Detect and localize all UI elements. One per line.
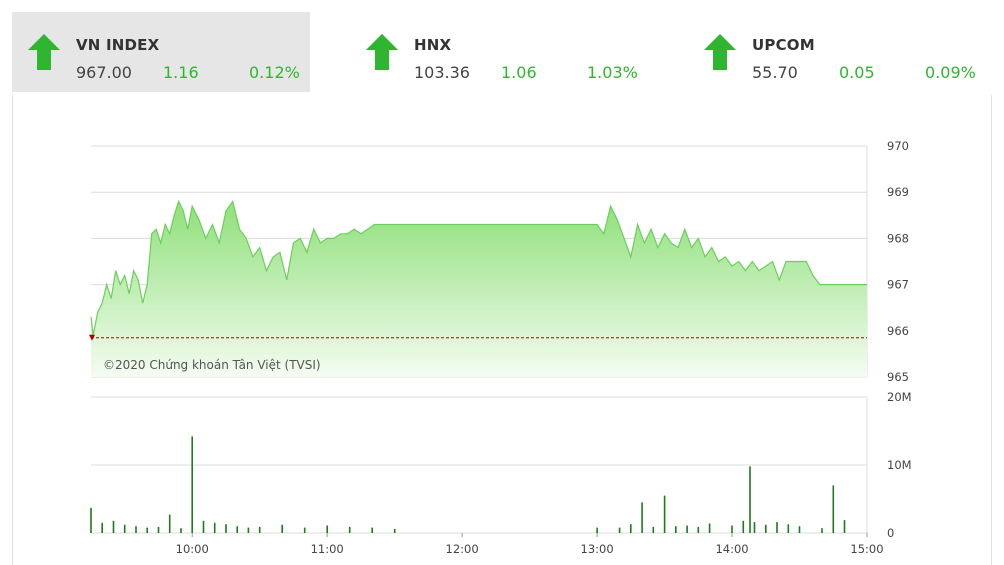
volume-bar — [798, 526, 801, 533]
time-tick-label: 15:00 — [850, 542, 883, 556]
volume-bar — [753, 522, 756, 533]
volume-bar — [135, 526, 137, 533]
price-tick-labels: 970 969 968 967 966 965 — [887, 139, 909, 384]
volume-bar — [191, 436, 193, 533]
volume-bar — [168, 514, 171, 533]
volume-bar — [180, 528, 182, 533]
price-tick-label: 970 — [887, 139, 909, 153]
intraday-chart: 970 969 968 967 966 965 ©2020 Chứng khoán Tân… — [89, 139, 912, 556]
index-card-hnx[interactable]: HNX 103.36 1.06 1.03% — [350, 12, 650, 92]
arrow-up-icon — [28, 34, 60, 70]
index-card-upcom[interactable]: UPCOM 55.70 0.05 0.09% — [688, 12, 988, 92]
price-tick-label: 966 — [887, 324, 909, 338]
volume-bar — [236, 526, 238, 533]
volume-bar — [225, 524, 227, 533]
price-tick-label: 969 — [887, 185, 909, 199]
volume-bar — [371, 527, 373, 533]
time-tick-label: 10:00 — [176, 542, 209, 556]
volume-bar — [393, 528, 396, 533]
index-name: VN INDEX — [76, 36, 160, 54]
index-header: VN INDEX 967.00 1.16 0.12% HNX 103.36 1.… — [0, 0, 1004, 95]
volume-bar — [765, 524, 767, 533]
price-line — [90, 199, 867, 336]
volume-bar — [663, 495, 666, 533]
volume-tick-label: 20M — [887, 390, 912, 404]
volume-bar — [675, 526, 677, 533]
index-name: HNX — [414, 36, 452, 54]
reference-layer — [89, 334, 867, 341]
index-name: UPCOM — [752, 36, 815, 54]
volume-bar — [742, 520, 745, 533]
arrow-up-icon — [704, 34, 736, 70]
volume-bar — [776, 522, 778, 533]
time-tick-label: 13:00 — [581, 542, 614, 556]
reference-marker — [89, 334, 95, 341]
volume-bar — [618, 527, 621, 533]
volume-bar — [90, 507, 92, 533]
volume-tick-label: 10M — [887, 458, 912, 472]
price-area — [91, 201, 867, 377]
copyright-text: ©2020 Chứng khoán Tân Việt (TVSI) — [103, 358, 321, 372]
volume-tick-label: 0 — [887, 526, 894, 540]
volume-bar — [630, 524, 632, 533]
price-area-layer — [90, 199, 867, 377]
volume-bar — [157, 526, 160, 533]
volume-bar — [101, 522, 103, 533]
index-card-vnindex[interactable]: VN INDEX 967.00 1.16 0.12% — [12, 12, 310, 92]
volume-bar — [303, 527, 306, 533]
volume-bar — [731, 525, 733, 533]
index-change: 1.06 — [501, 63, 537, 82]
volume-bars — [90, 436, 846, 533]
volume-bar — [821, 528, 823, 533]
volume-bar — [652, 526, 655, 533]
index-value: 967.00 — [76, 63, 132, 82]
volume-tick-labels: 20M 10M 0 — [887, 390, 912, 540]
volume-bar — [326, 525, 328, 533]
chart-panel: 970 969 968 967 966 965 ©2020 Chứng khoán Tân… — [12, 95, 992, 565]
time-tick-label: 11:00 — [311, 542, 344, 556]
price-tick-label: 967 — [887, 278, 909, 292]
volume-bar — [697, 526, 700, 533]
volume-bar — [686, 525, 688, 533]
volume-bar — [213, 522, 216, 533]
volume-grid — [91, 396, 868, 534]
index-change: 1.16 — [163, 63, 199, 82]
volume-bar — [146, 527, 148, 533]
time-tick-label: 14:00 — [715, 542, 748, 556]
volume-bar — [258, 526, 261, 533]
volume-bar — [787, 524, 790, 533]
index-change: 0.05 — [839, 63, 875, 82]
volume-bar — [112, 520, 115, 533]
volume-bar — [123, 524, 126, 533]
price-tick-label: 965 — [887, 370, 909, 384]
index-value: 55.70 — [752, 63, 798, 82]
index-percent: 0.09% — [925, 63, 976, 82]
volume-bar — [708, 523, 711, 533]
index-value: 103.36 — [414, 63, 470, 82]
volume-bar — [202, 520, 205, 533]
volume-bar — [832, 485, 835, 533]
volume-bar — [596, 527, 598, 533]
volume-bar — [281, 524, 283, 533]
volume-bar — [641, 502, 643, 533]
volume-bar — [749, 466, 751, 533]
volume-bar — [843, 520, 846, 533]
volume-bar — [247, 527, 250, 533]
index-percent: 0.12% — [249, 63, 300, 82]
time-tick-labels: 10:00 11:00 12:00 13:00 14:00 15:00 — [176, 533, 884, 556]
time-tick-label: 12:00 — [446, 542, 479, 556]
arrow-up-icon — [366, 34, 398, 70]
volume-bar — [348, 526, 351, 533]
index-percent: 1.03% — [587, 63, 638, 82]
price-tick-label: 968 — [887, 231, 909, 245]
